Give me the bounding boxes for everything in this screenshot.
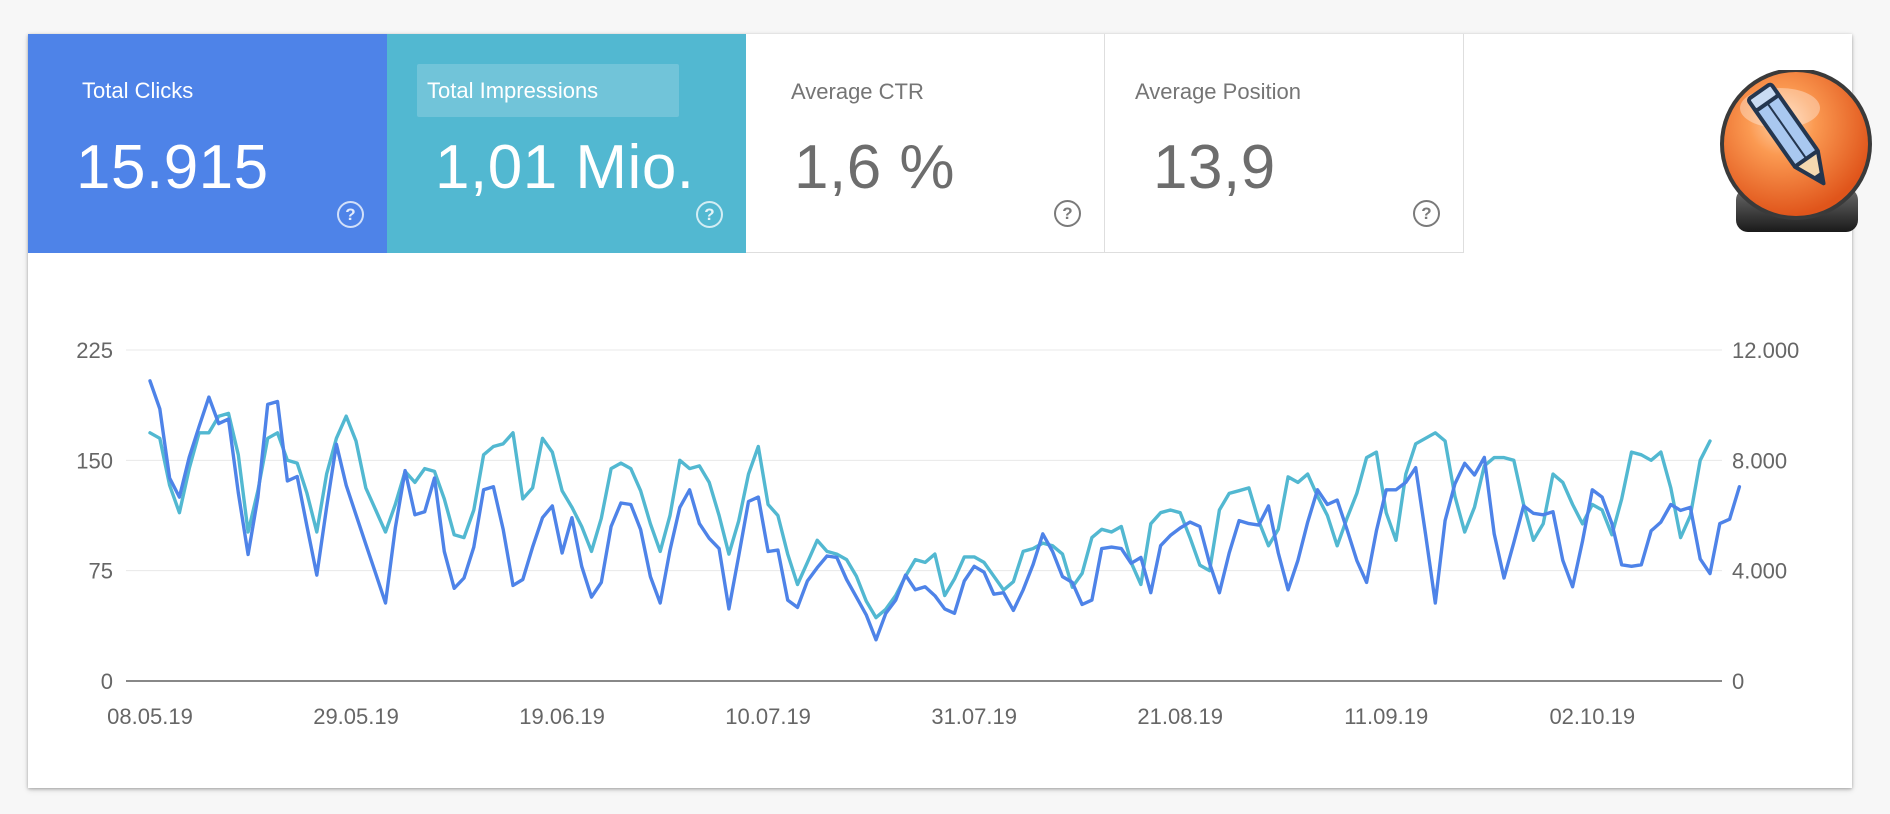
- total-clicks-label: Total Clicks: [82, 78, 194, 103]
- x-axis-tick-label: 19.06.19: [519, 704, 605, 729]
- x-axis-tick-label: 29.05.19: [313, 704, 399, 729]
- right-axis-tick-label: 0: [1732, 669, 1744, 694]
- x-axis-tick-label: 08.05.19: [107, 704, 193, 729]
- total-impressions-card[interactable]: Total Impressions 1,01 Mio. ?: [387, 34, 746, 253]
- total-impressions-label: Total Impressions: [417, 64, 679, 117]
- impressions-series-line: [148, 411, 1712, 620]
- average-ctr-card[interactable]: Average CTR 1,6 % ?: [746, 34, 1105, 253]
- total-clicks-value: 15.915: [76, 133, 269, 202]
- average-ctr-label: Average CTR: [791, 79, 924, 104]
- left-axis-tick-label: 150: [76, 448, 113, 473]
- left-axis-tick-label: 0: [101, 669, 113, 694]
- left-axis-tick-label: 75: [89, 559, 113, 584]
- x-axis-tick-label: 31.07.19: [931, 704, 1017, 729]
- help-icon[interactable]: ?: [696, 201, 723, 228]
- left-axis-tick-label: 225: [76, 338, 113, 363]
- help-icon[interactable]: ?: [1054, 200, 1081, 227]
- x-axis-tick-label: 21.08.19: [1137, 704, 1223, 729]
- right-axis-tick-label: 4.000: [1732, 559, 1787, 584]
- pencil-shape: [1747, 82, 1826, 186]
- x-axis-tick-label: 11.09.19: [1344, 704, 1428, 729]
- average-position-card[interactable]: Average Position 13,9 ?: [1105, 34, 1464, 253]
- total-impressions-value: 1,01 Mio.: [435, 133, 695, 202]
- average-position-label: Average Position: [1135, 79, 1301, 104]
- total-clicks-card[interactable]: Total Clicks 15.915 ?: [28, 34, 387, 253]
- performance-panel: Total Clicks 15.915 ? Total Impressions …: [28, 34, 1872, 788]
- right-axis-tick-label: 8.000: [1732, 448, 1787, 473]
- x-axis-tick-label: 10.07.19: [725, 704, 811, 729]
- average-ctr-value: 1,6 %: [794, 133, 956, 202]
- clicks-series-line: [148, 379, 1742, 642]
- x-axis-tick-label: 02.10.19: [1549, 704, 1635, 729]
- metric-cards: Total Clicks 15.915 ? Total Impressions …: [28, 34, 1464, 253]
- right-axis-tick-label: 12.000: [1732, 338, 1799, 363]
- average-position-value: 13,9: [1153, 133, 1276, 202]
- performance-chart: 0 75 150 225 0 4.000 8.000 12.000 08.05.19 29.05.…: [76, 338, 1799, 729]
- pencil-icon: [1720, 70, 1872, 232]
- help-icon[interactable]: ?: [337, 201, 364, 228]
- help-icon[interactable]: ?: [1413, 200, 1440, 227]
